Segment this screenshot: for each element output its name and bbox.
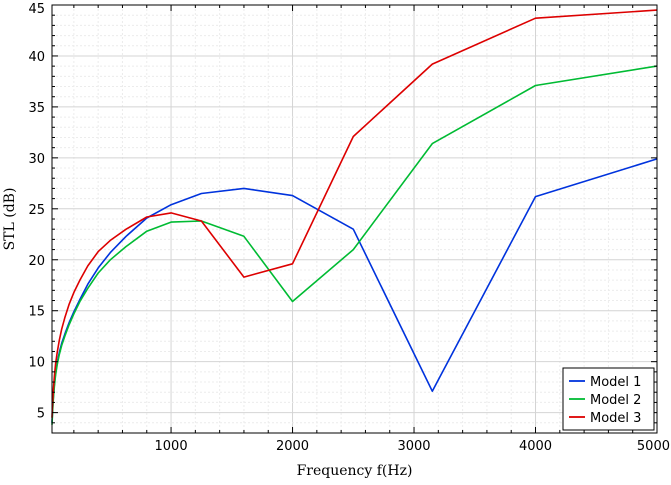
- y-axis-label: STL (dB): [2, 188, 18, 251]
- y-tick-label: 40: [28, 50, 45, 65]
- y-tick-label: 15: [28, 305, 45, 320]
- grid-lines: [52, 5, 657, 433]
- y-tick-label: 35: [28, 101, 45, 116]
- legend-label: Model 1: [590, 375, 641, 390]
- x-tick-label: 2000: [276, 439, 309, 454]
- x-tick-label: 5000: [637, 439, 670, 454]
- x-tick-label: 3000: [397, 439, 430, 454]
- series-line-2: [51, 65, 658, 425]
- y-tick-label: 20: [28, 254, 45, 269]
- series-lines: [51, 9, 658, 425]
- y-tick-label: 5: [37, 407, 45, 422]
- tick-marks: [52, 5, 657, 433]
- y-tick-label: 45: [28, 2, 45, 17]
- legend: Model 1 Model 2 Model 3: [562, 367, 655, 431]
- y-tick-label: 10: [28, 356, 45, 371]
- y-tick-label: 25: [28, 203, 45, 218]
- x-tick-label: 1000: [155, 439, 188, 454]
- legend-label: Model 3: [590, 411, 641, 426]
- x-tick-label: 4000: [519, 439, 552, 454]
- x-axis-label: Frequency f(Hz): [297, 463, 413, 479]
- series-line-3: [51, 9, 658, 418]
- x-tick-labels: 1000 2000 3000 4000 5000: [155, 439, 670, 454]
- legend-label: Model 2: [590, 393, 641, 408]
- y-tick-labels: 5 10 15 20 25 30 35 40 45: [28, 2, 45, 422]
- y-tick-label: 30: [28, 152, 45, 167]
